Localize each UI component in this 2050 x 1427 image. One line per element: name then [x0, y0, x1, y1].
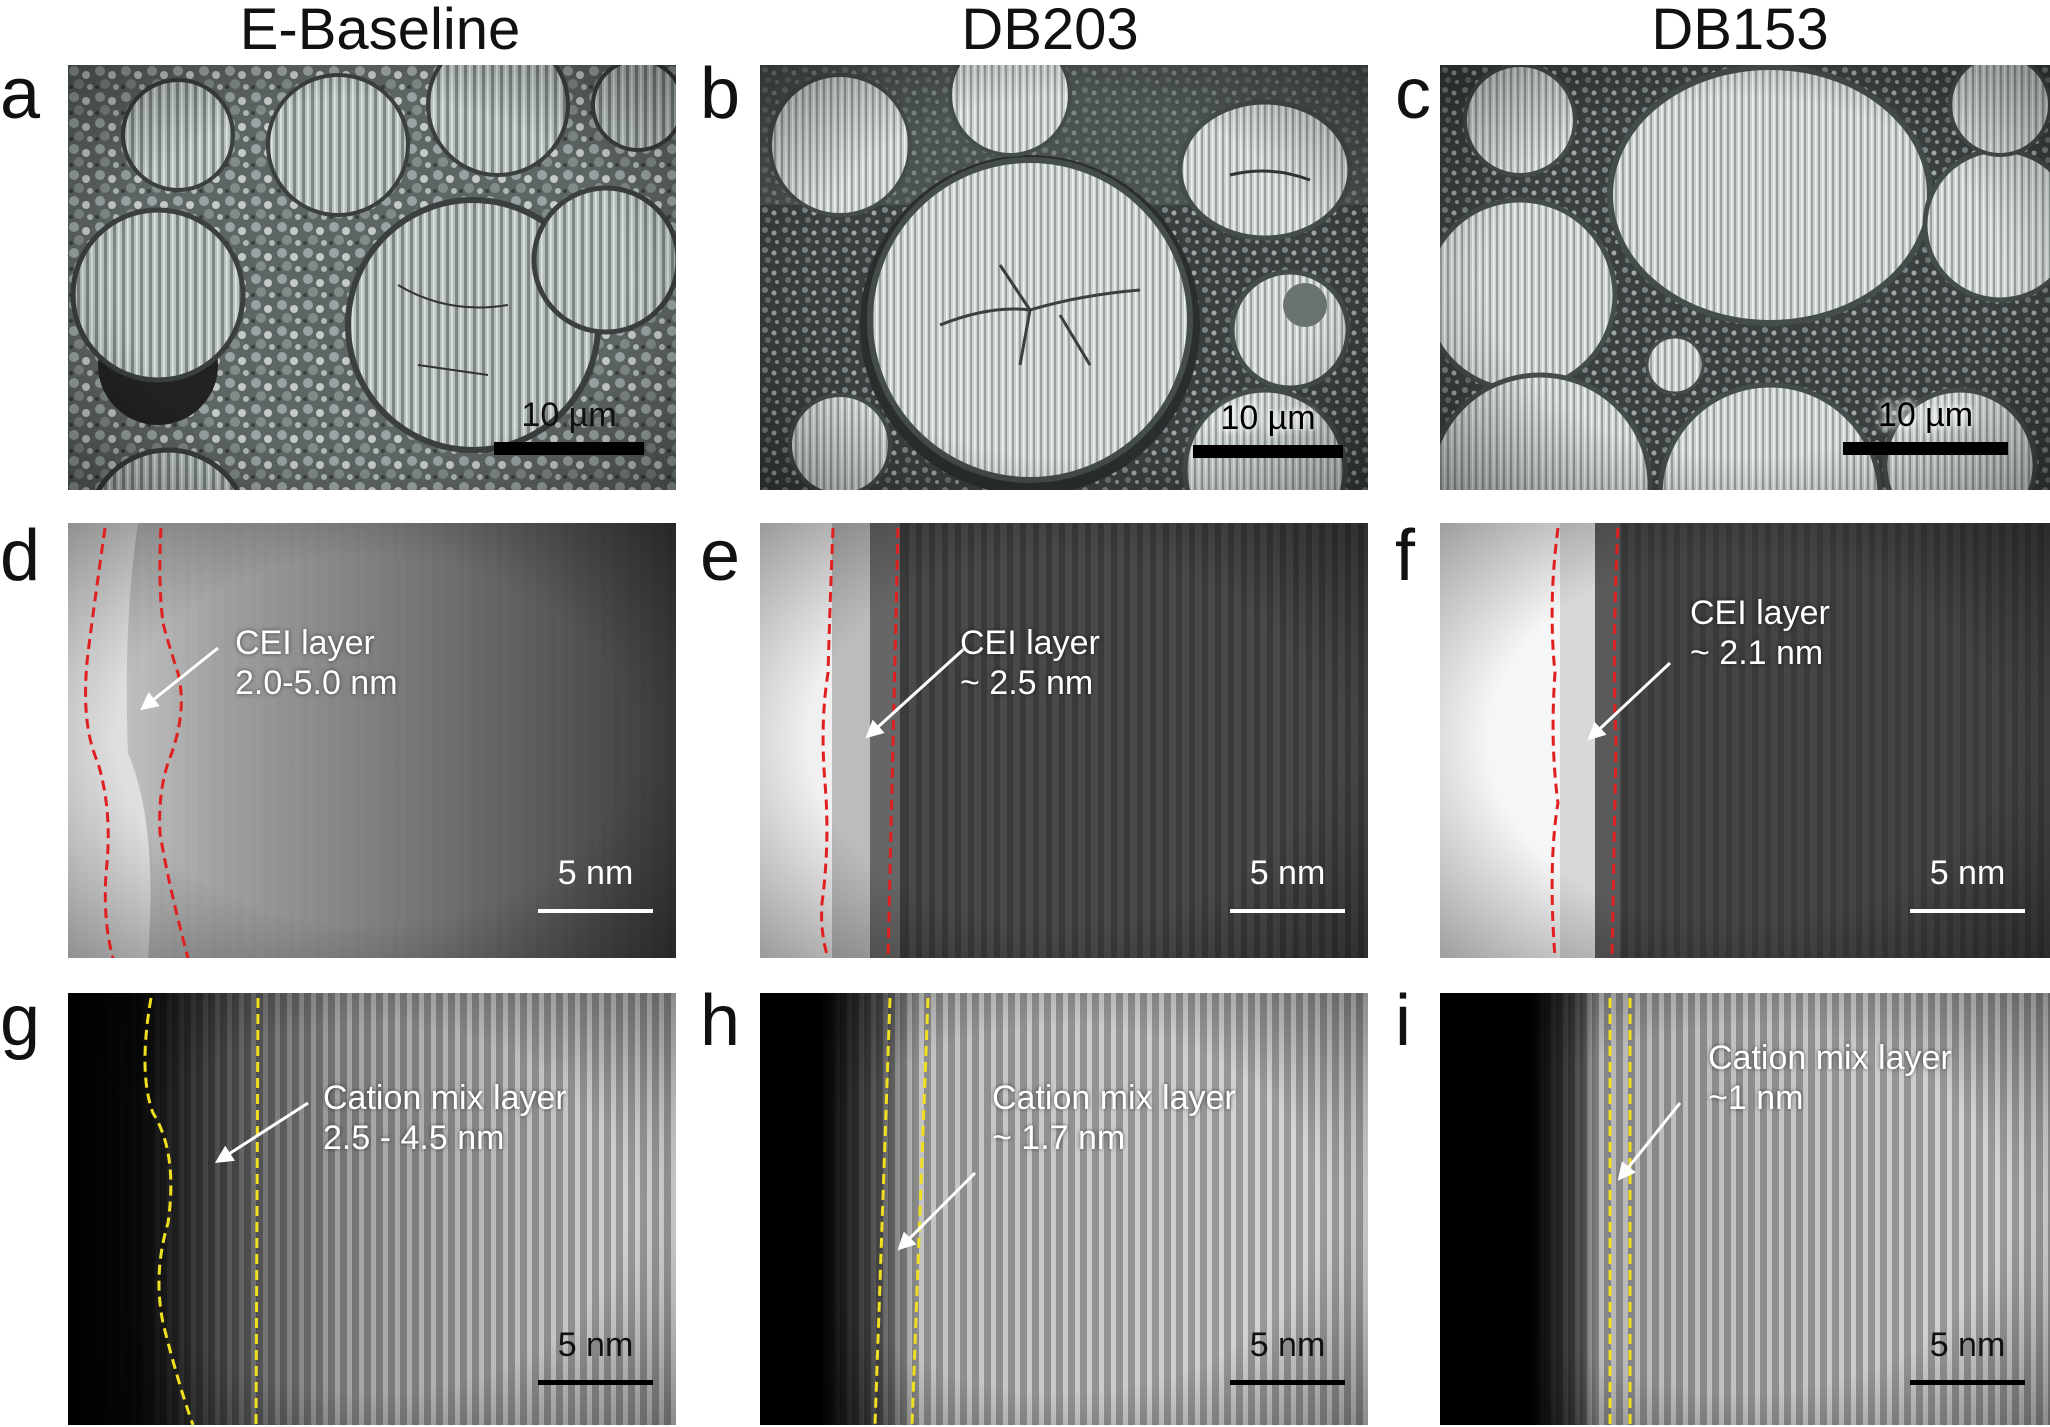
annotation-cation-i-line2: ~1 nm	[1708, 1079, 1804, 1117]
cei-boundary-lines-e	[820, 527, 967, 958]
annotation-cation-h-line2: ~ 1.7 nm	[992, 1119, 1126, 1157]
scale-bar-label-d: 5 nm	[557, 854, 634, 892]
stem-micrograph-i	[1440, 993, 2050, 1425]
scale-bar-a: 10 µm	[494, 385, 644, 455]
annotation-cation-g-line1: Cation mix layer	[323, 1079, 567, 1117]
annotation-cei-d-line2: 2.0-5.0 nm	[235, 664, 398, 702]
annotation-cation-h: Cation mix layer ~ 1.7 nm	[992, 1078, 1236, 1158]
scale-bar-line-b	[1193, 445, 1343, 458]
column-title-e-baseline: E-Baseline	[239, 0, 521, 62]
scale-bar-f: 5 nm	[1910, 848, 2025, 913]
annotation-cei-f-line2: ~ 2.1 nm	[1690, 634, 1824, 672]
panel-label-f: f	[1395, 516, 1416, 596]
column-title-db153: DB153	[1651, 0, 1829, 62]
annotation-cei-e-line2: ~ 2.5 nm	[960, 664, 1094, 702]
panel-label-c: c	[1395, 54, 1431, 134]
scale-bar-line-f	[1910, 909, 2025, 913]
scale-bar-label-g: 5 nm	[557, 1326, 634, 1364]
tem-micrograph-f	[1440, 523, 2050, 958]
scale-bar-label-a: 10 µm	[521, 396, 617, 434]
sem-image-db153: 10 µm	[1440, 65, 2050, 490]
scale-bar-line-d	[538, 909, 653, 913]
cei-boundary-lines-d	[84, 527, 219, 958]
stem-image-cation-db203: Cation mix layer ~ 1.7 nm 5 nm	[760, 993, 1368, 1425]
tem-micrograph-e	[760, 523, 1368, 958]
scale-bar-label-c: 10 µm	[1877, 396, 1974, 434]
cation-boundary-lines-g	[143, 997, 309, 1425]
scale-bar-d: 5 nm	[538, 848, 653, 913]
panel-label-i: i	[1395, 981, 1411, 1061]
scale-bar-b: 10 µm	[1193, 388, 1343, 458]
scale-bar-line-a	[494, 442, 644, 455]
panel-label-d: d	[0, 516, 41, 596]
scale-bar-e: 5 nm	[1230, 848, 1345, 913]
panel-label-a: a	[0, 54, 41, 134]
tem-image-cei-db203: CEI layer ~ 2.5 nm 5 nm	[760, 523, 1368, 958]
panel-label-b: b	[700, 54, 741, 134]
scale-bar-line-e	[1230, 909, 1345, 913]
sem-micrograph-c	[1440, 65, 2050, 490]
annotation-cation-i-line1: Cation mix layer	[1708, 1039, 1952, 1077]
sem-micrograph-b	[760, 65, 1368, 490]
scale-bar-label-i: 5 nm	[1929, 1326, 2006, 1364]
scale-bar-line-g	[538, 1380, 653, 1385]
annotation-cei-d: CEI layer 2.0-5.0 nm	[235, 623, 398, 703]
stem-image-cation-e-baseline: Cation mix layer 2.5 - 4.5 nm 5 nm	[68, 993, 676, 1425]
scale-bar-line-c	[1843, 442, 2008, 455]
scale-bar-g: 5 nm	[538, 1315, 653, 1385]
tem-image-cei-e-baseline: CEI layer 2.0-5.0 nm 5 nm	[68, 523, 676, 958]
scale-bar-label-f: 5 nm	[1929, 854, 2006, 892]
scale-bar-i: 5 nm	[1910, 1315, 2025, 1385]
cation-boundary-lines-h	[873, 997, 977, 1425]
stem-micrograph-h	[760, 993, 1368, 1425]
sem-image-db203: 10 µm	[760, 65, 1368, 490]
scale-bar-label-h: 5 nm	[1249, 1326, 1326, 1364]
sem-image-e-baseline: 10 µm	[68, 65, 676, 490]
scale-bar-label-b: 10 µm	[1220, 399, 1316, 437]
scale-bar-h: 5 nm	[1230, 1315, 1345, 1385]
tem-micrograph-d	[68, 523, 676, 958]
annotation-cei-f: CEI layer ~ 2.1 nm	[1690, 593, 1830, 673]
annotation-cation-h-line1: Cation mix layer	[992, 1079, 1236, 1117]
panel-label-h: h	[700, 981, 741, 1061]
panel-label-g: g	[0, 981, 41, 1061]
cei-boundary-lines-f	[1550, 527, 1672, 958]
column-title-db203: DB203	[961, 0, 1139, 62]
annotation-cation-g: Cation mix layer 2.5 - 4.5 nm	[323, 1078, 567, 1158]
annotation-cation-g-line2: 2.5 - 4.5 nm	[323, 1119, 505, 1157]
scale-bar-c: 10 µm	[1843, 385, 2008, 455]
scale-bar-label-e: 5 nm	[1249, 854, 1326, 892]
annotation-cei-d-line1: CEI layer	[235, 624, 375, 662]
scale-bar-line-h	[1230, 1380, 1345, 1385]
sem-micrograph-a	[68, 65, 676, 490]
annotation-cation-i: Cation mix layer ~1 nm	[1708, 1038, 1952, 1118]
panel-label-e: e	[700, 516, 741, 596]
annotation-cei-f-line1: CEI layer	[1690, 594, 1830, 632]
annotation-cei-e-line1: CEI layer	[960, 624, 1100, 662]
cation-boundary-lines-i	[1608, 998, 1682, 1425]
tem-image-cei-db153: CEI layer ~ 2.1 nm 5 nm	[1440, 523, 2050, 958]
stem-image-cation-db153: Cation mix layer ~1 nm 5 nm	[1440, 993, 2050, 1425]
annotation-cei-e: CEI layer ~ 2.5 nm	[960, 623, 1100, 703]
scale-bar-line-i	[1910, 1380, 2025, 1385]
